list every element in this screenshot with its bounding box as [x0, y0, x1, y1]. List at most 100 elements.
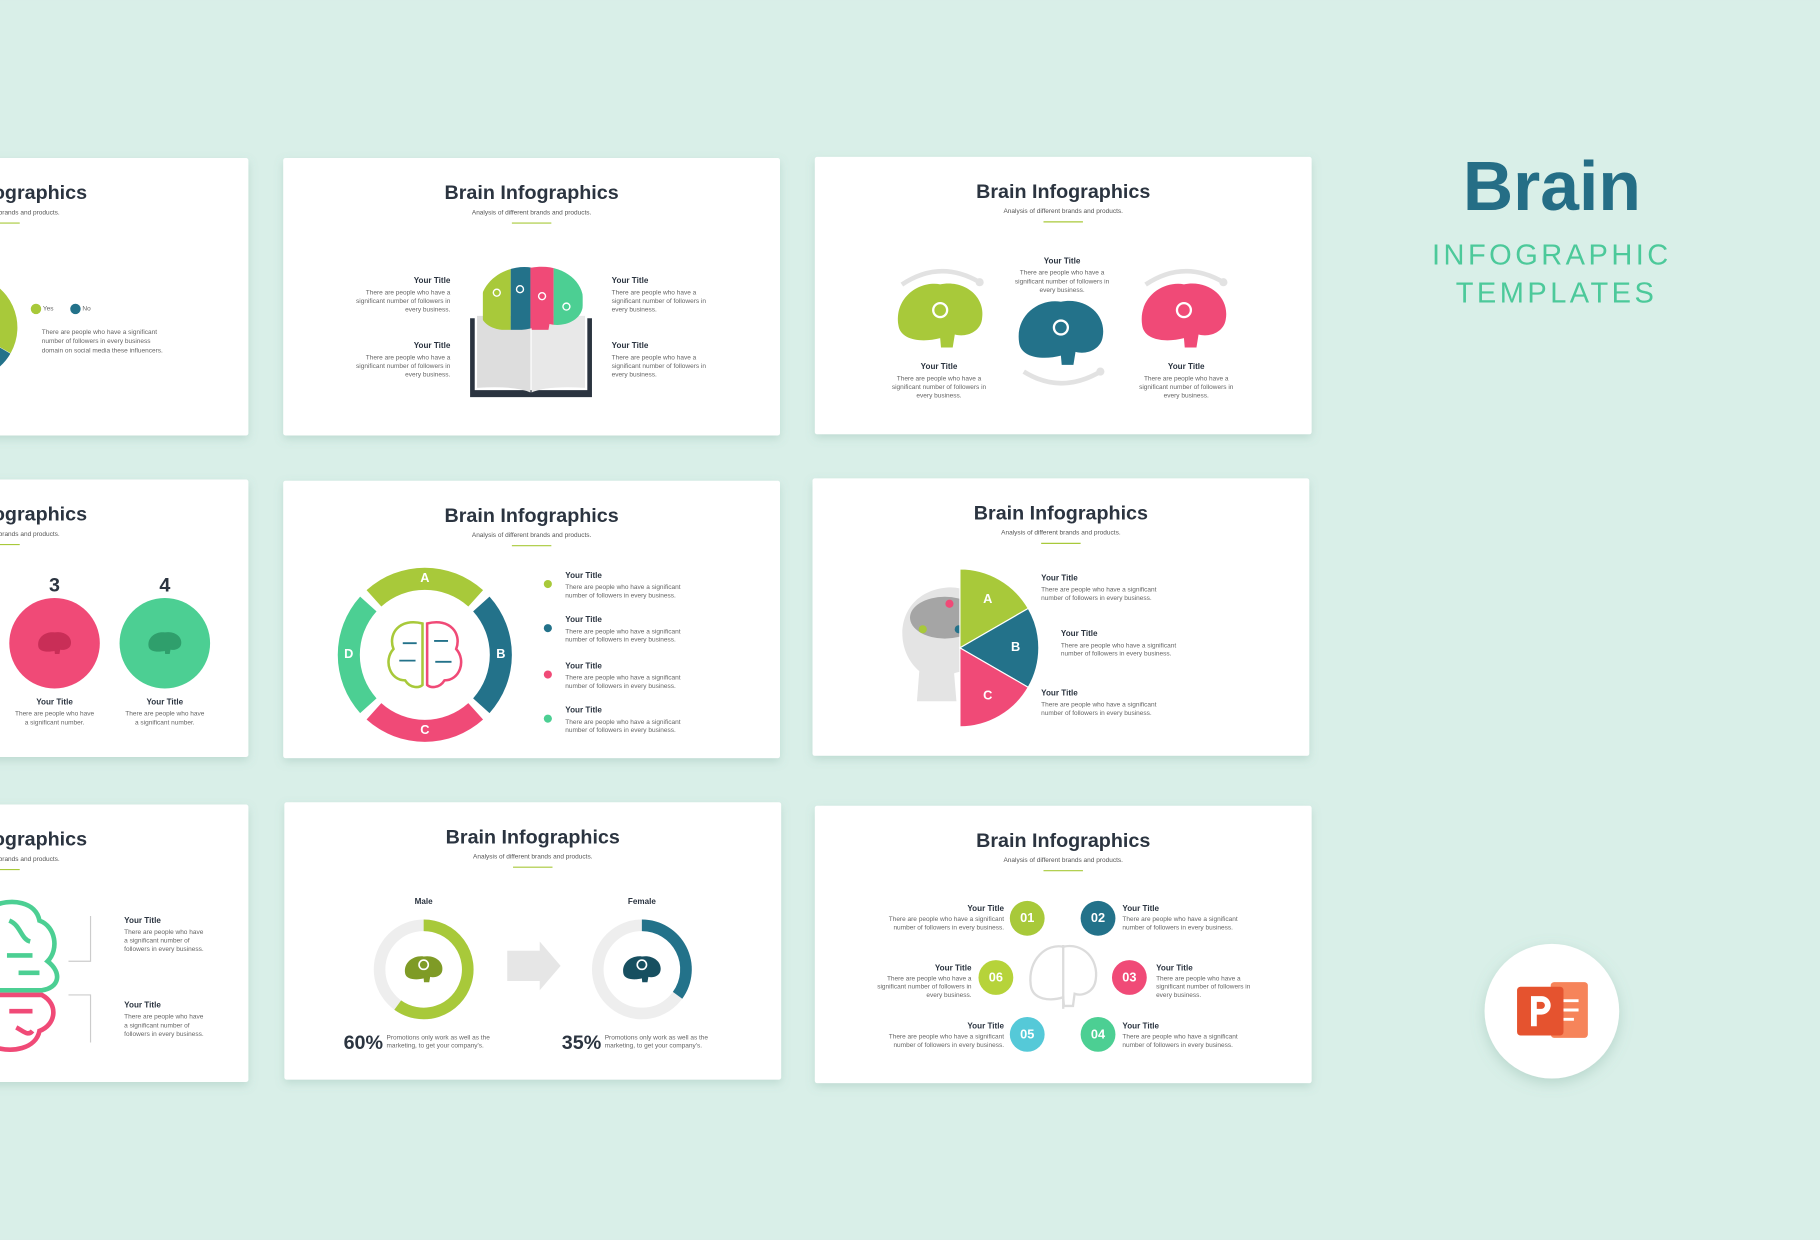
block-body: There are people who have a significant: [565, 719, 680, 726]
slide: Brain Infographics Analysis of different …: [814, 156, 1312, 435]
item-number: 04: [1091, 1026, 1106, 1041]
ring-segment: [366, 703, 484, 742]
stripe: [510, 266, 531, 330]
gauge-label: Female: [628, 897, 656, 906]
item-title: Your Title: [1122, 904, 1159, 913]
gauge-body: Promotions only work as well as the: [387, 1035, 491, 1042]
item-circle: [1111, 960, 1147, 995]
slide-subtitle: Analysis of different brands and product…: [0, 531, 60, 538]
ring-segment: [366, 567, 484, 607]
gauge-body: marketing, to get your company's.: [387, 1043, 485, 1050]
ring-segment: [337, 596, 377, 714]
block-title: Your Title: [565, 571, 602, 580]
icon: [492, 288, 501, 297]
segment-letter: A: [983, 591, 992, 606]
item-circle: [1080, 1016, 1116, 1052]
donut-segment: [0, 347, 11, 367]
item-body: There are people who have a significant: [889, 1033, 1004, 1040]
book-page: [477, 315, 531, 393]
slide-subtitle: Analysis of different brands and product…: [1003, 857, 1123, 864]
icon: [515, 285, 525, 294]
gauge-arc: [641, 919, 692, 999]
item-body: significant number of followers in: [1156, 984, 1251, 991]
slide-subtitle: Analysis of different brands and product…: [472, 209, 592, 216]
pie-segment: [959, 646, 1030, 728]
slide-card: [283, 480, 780, 759]
legend-label: No: [82, 306, 91, 313]
item-title: Your Title: [36, 698, 73, 707]
block-title: Your Title: [565, 615, 602, 624]
slide: Brain Infographics Analysis of different …: [812, 478, 1310, 756]
block-body: There are people who have a significant: [565, 675, 680, 682]
block-body: significant number of followers in: [1015, 278, 1110, 285]
slide-card: [0, 804, 249, 1082]
slide-title: Brain Infographics: [444, 505, 618, 527]
item-circle: [1009, 900, 1045, 936]
slide: Brain Infographics Analysis of different …: [814, 805, 1312, 1084]
connector: [68, 915, 92, 1043]
arrow-head: [975, 278, 984, 287]
brain-outline: [1029, 944, 1098, 1008]
head-dot: [918, 625, 927, 634]
item-body: There are people who have a: [1156, 975, 1241, 982]
block-body: significant number of followers in: [356, 298, 451, 305]
icon: [537, 291, 547, 301]
hero-subtitle: TEMPLATES: [1456, 278, 1658, 310]
block-body: every business.: [405, 307, 450, 314]
slide-title: Brain Infographics: [976, 830, 1150, 852]
pie-segment: [958, 607, 1040, 689]
block-body: every business.: [612, 372, 657, 379]
item-body: There are people who have a: [887, 975, 972, 982]
block-title: Your Title: [1044, 256, 1081, 265]
slide-title: Brain Infographics: [974, 503, 1148, 525]
block-body: number of followers in every business.: [565, 727, 676, 734]
icon: [1052, 319, 1070, 336]
gauge-body: Promotions only work as well as the: [605, 1035, 709, 1042]
brain-shape: [1018, 300, 1104, 365]
hero-title: Brain: [1463, 147, 1641, 225]
gauge-label: Male: [415, 897, 434, 906]
block-title: Your Title: [612, 341, 649, 350]
item-body: There are people who have a significant: [1122, 916, 1237, 923]
slide-title: Brain Infographics: [446, 826, 620, 848]
slide: Brain Infographics Analysis of different …: [0, 804, 249, 1082]
block-body: There are people who have a significant: [1041, 587, 1156, 594]
item-body: There are people who have: [15, 711, 95, 718]
block-body: significant number of followers in: [892, 384, 987, 391]
slide-subtitle: Analysis of different brands and product…: [472, 532, 592, 539]
book-page: [531, 315, 585, 393]
block-body: There are people who have a: [366, 354, 451, 361]
item-body: There are people who have: [125, 711, 205, 718]
gauge-body: marketing, to get your company's.: [605, 1043, 703, 1050]
block-body: There are people who have a significant: [1041, 701, 1156, 708]
item-body: number of followers in every business.: [893, 925, 1004, 932]
item-number: 02: [1091, 910, 1105, 925]
slide: Brain Infographics Analysis of different …: [283, 480, 780, 759]
brain-half: [387, 621, 424, 689]
item-number: 03: [1122, 969, 1136, 984]
icon: [636, 959, 648, 971]
block-body: There are people who have a: [1144, 375, 1229, 382]
block-title: Your Title: [612, 276, 649, 285]
block-title: Your Title: [124, 1000, 161, 1009]
item-circle: [978, 960, 1014, 995]
block-body: There are people who have a: [897, 375, 982, 382]
icon: [562, 302, 571, 311]
block-body: There are people who have a: [1020, 270, 1105, 277]
block-body: every business.: [1164, 392, 1209, 399]
hero: Brain INFOGRAPHIC TEMPLATES: [1432, 147, 1668, 310]
donut-segment: [0, 288, 18, 354]
block-body: There are people who have: [124, 1014, 204, 1021]
legend-dot: [30, 303, 42, 315]
slide-title: Brain Infographics: [0, 829, 87, 851]
item-number: 05: [1020, 1026, 1034, 1041]
flow-arrow: [1144, 268, 1225, 287]
item-body: number of followers in every business.: [1122, 925, 1233, 932]
slide-title: Brain Infographics: [444, 182, 618, 204]
segment-letter: B: [1011, 639, 1020, 654]
block-title: Your Title: [1041, 573, 1078, 582]
block-body: every business.: [612, 307, 657, 314]
brain-shape: [897, 283, 983, 348]
block-body: significant number of followers in: [612, 298, 707, 305]
block-body: number of followers in every business.: [565, 683, 676, 690]
